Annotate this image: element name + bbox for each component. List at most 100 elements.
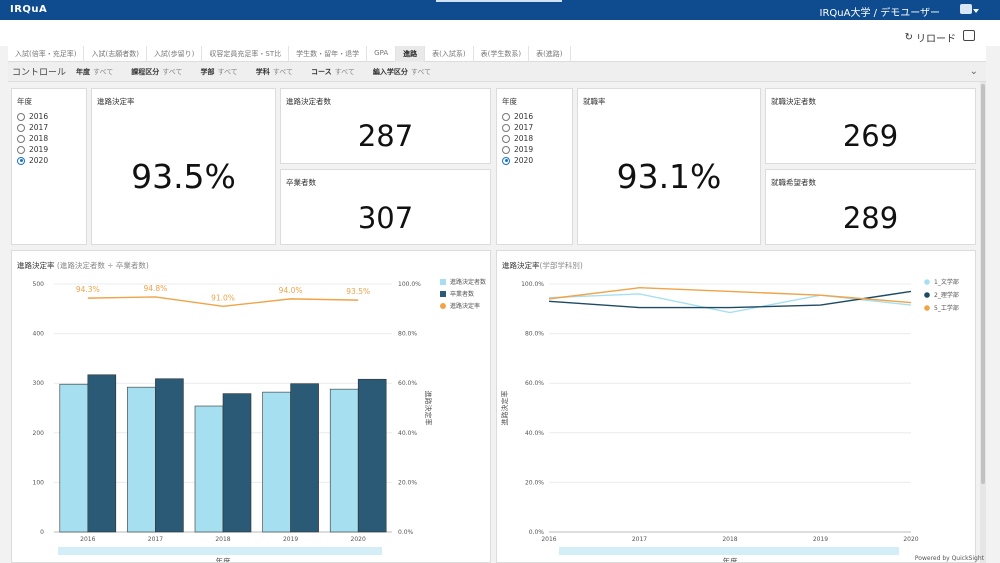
radio-circle[interactable]	[502, 156, 510, 165]
chevron-down-icon[interactable]	[973, 9, 979, 13]
tab-admission-ratio[interactable]: 入試(倍率・充足率)	[8, 46, 85, 62]
radio-circle[interactable]	[502, 145, 510, 154]
kpi-job-seekers: 就職希望者数 289	[765, 169, 976, 245]
radio-circle[interactable]	[502, 134, 510, 143]
tab-gpa[interactable]: GPA	[367, 46, 397, 62]
legend-label: 5_工学部	[934, 304, 959, 312]
tab-capacity[interactable]: 収容定員充足率・ST比	[202, 46, 290, 62]
rate-data-label: 94.8%	[143, 284, 167, 293]
filter-year[interactable]: 年度 すべて	[76, 67, 114, 76]
bar-decided	[59, 383, 89, 533]
legend-swatch	[440, 303, 446, 309]
chart-title: 進路決定率(学部学科別)	[502, 261, 583, 270]
y-tick-right: 20.0%	[398, 479, 417, 486]
bar-graduates	[290, 383, 319, 533]
year-filter-right: 年度 2016 2017 2018 2019 2020	[496, 88, 573, 245]
year-radio-2018[interactable]: 2018	[502, 133, 533, 144]
x-tick: 2016	[80, 536, 95, 543]
year-filter-left: 年度 2016 2017 2018 2019 2020	[11, 88, 87, 245]
bar-decided	[262, 391, 291, 533]
bar-graduates	[357, 378, 387, 533]
tab-table-students[interactable]: 表(学生数系)	[474, 46, 530, 62]
app-logo[interactable]: IRQuA	[10, 4, 48, 15]
kpi-value: 269	[842, 119, 899, 153]
radio-label: 2019	[29, 145, 49, 154]
tab-table-career[interactable]: 表(進路)	[529, 46, 571, 62]
kpi-career-rate: 進路決定率 93.5%	[91, 88, 276, 245]
radio-label: 2019	[514, 145, 534, 154]
tab-career[interactable]: 進路	[396, 46, 426, 62]
user-menu[interactable]: IRQuA大学 / デモユーザー	[819, 8, 940, 19]
y-tick-right: 80.0%	[398, 331, 417, 338]
year-radio-2019[interactable]: 2019	[502, 144, 533, 155]
controls-title: コントロール	[12, 68, 67, 78]
kpi-label: 進路決定率	[97, 97, 135, 106]
series-line	[548, 287, 912, 304]
y-tick-right: 60.0%	[398, 380, 417, 387]
print-icon[interactable]	[963, 30, 975, 41]
collapse-chevron-icon[interactable]: ⌄	[969, 66, 978, 77]
rate-line	[87, 296, 359, 308]
scrollbar-thumb[interactable]	[981, 84, 985, 484]
radio-circle[interactable]	[17, 156, 25, 165]
navbar-highlight	[436, 0, 562, 2]
year-radio-2017[interactable]: 2017	[502, 122, 533, 133]
kpi-label: 進路決定者数	[286, 97, 331, 106]
y-axis-label-right: 進路決定率	[424, 391, 433, 426]
y-tick-left: 500	[33, 281, 45, 288]
filter-course[interactable]: コース すべて	[310, 67, 355, 76]
year-radio-2016[interactable]: 2016	[502, 111, 533, 122]
x-tick: 2016	[541, 536, 556, 543]
bar-decided	[127, 386, 156, 533]
year-radio-2016[interactable]: 2016	[17, 111, 48, 122]
legend-swatch	[924, 305, 930, 311]
year-radio-group: 2016 2017 2018 2019 2020	[17, 111, 48, 166]
year-radio-2020[interactable]: 2020	[17, 155, 48, 166]
x-tick: 2018	[215, 536, 230, 543]
x-range-slider	[58, 547, 382, 555]
x-tick: 2019	[283, 536, 298, 543]
y-tick-left: 200	[33, 430, 45, 437]
rate-data-label: 91.0%	[211, 293, 235, 302]
y-tick-right: 40.0%	[398, 430, 417, 437]
reload-button[interactable]: ↻ リロード	[905, 30, 956, 45]
year-filter-title: 年度	[17, 97, 32, 106]
year-radio-2020[interactable]: 2020	[502, 155, 533, 166]
radio-circle[interactable]	[502, 123, 510, 132]
x-tick: 2018	[722, 536, 737, 543]
tab-yield[interactable]: 入試(歩留り)	[147, 46, 203, 62]
y-tick-right: 100.0%	[398, 281, 421, 288]
x-tick: 2020	[903, 536, 918, 543]
filter-course-type[interactable]: 課程区分 すべて	[131, 67, 183, 76]
kpi-graduates: 卒業者数 307	[280, 169, 491, 245]
x-tick: 2017	[632, 536, 647, 543]
tab-applicants[interactable]: 入試(志願者数)	[84, 46, 147, 62]
filter-department[interactable]: 学科 すべて	[255, 67, 293, 76]
year-radio-2018[interactable]: 2018	[17, 133, 48, 144]
reload-label: リロード	[916, 34, 956, 45]
radio-circle[interactable]	[17, 145, 25, 154]
tab-students[interactable]: 学生数・留年・退学	[289, 46, 368, 62]
filter-faculty[interactable]: 学部 すべて	[200, 67, 238, 76]
radio-label: 2016	[514, 112, 534, 121]
y-tick-left: 100	[33, 479, 45, 486]
radio-circle[interactable]	[17, 123, 25, 132]
radio-label: 2018	[29, 134, 49, 143]
radio-label: 2020	[514, 156, 534, 165]
radio-circle[interactable]	[502, 112, 510, 121]
radio-circle[interactable]	[17, 112, 25, 121]
year-radio-2017[interactable]: 2017	[17, 122, 48, 133]
year-radio-2019[interactable]: 2019	[17, 144, 48, 155]
powered-by: Powered by QuickSight	[914, 555, 984, 562]
radio-label: 2017	[29, 123, 49, 132]
account-icon[interactable]	[960, 4, 972, 14]
y-axis-label: 進路決定率	[500, 391, 509, 426]
kpi-value: 93.1%	[616, 157, 722, 196]
legend-swatch	[924, 279, 930, 285]
bar-decided	[194, 405, 224, 533]
y-tick-left: 0	[40, 529, 44, 536]
tab-table-admission[interactable]: 表(入試系)	[425, 46, 474, 62]
radio-circle[interactable]	[17, 134, 25, 143]
scrollbar[interactable]	[980, 82, 986, 563]
filter-transfer[interactable]: 編入学区分 すべて	[372, 67, 432, 76]
